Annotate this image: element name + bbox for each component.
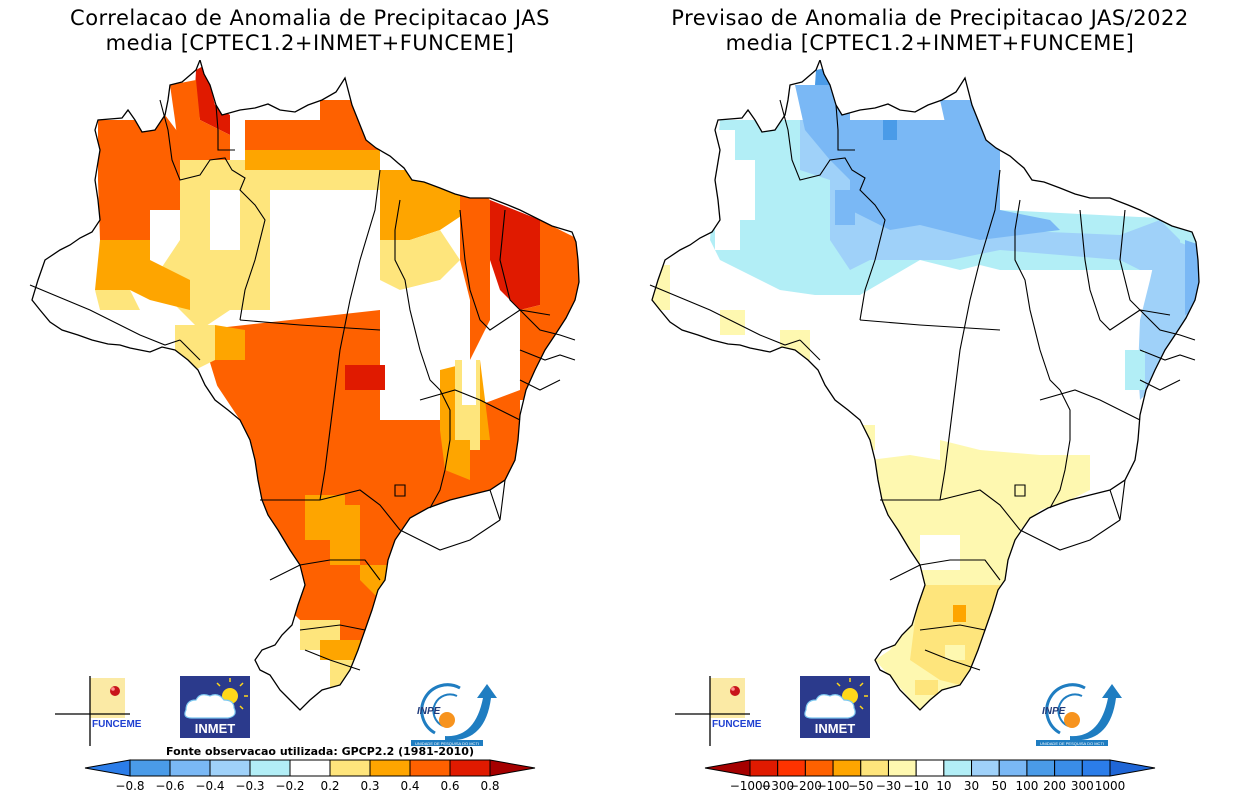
colorbar-tick-label: −0.8	[115, 779, 144, 793]
colorbar-tick-label: 50	[992, 779, 1007, 793]
correlation-colorbar: −0.8 −0.6 −0.4 −0.3 −0.2 0.2 0.3 0.4 0.6 0.8	[84, 759, 536, 793]
colorbar-swatch	[915, 759, 945, 777]
colorbar-swatch	[409, 759, 451, 777]
funceme-logo: FUNCEME	[55, 676, 145, 746]
colorbar-tick-label: −1000	[730, 779, 771, 793]
colorbar-swatch	[369, 759, 411, 777]
colorbar-tick-label: −0.4	[195, 779, 224, 793]
colorbar-swatch	[329, 759, 371, 777]
forecast-field	[652, 60, 1199, 710]
colorbar-tick-label: −300	[761, 779, 794, 793]
colorbar-tick-label: 300	[1071, 779, 1094, 793]
inpe-logo: INPE UNIDADE DE PESQUISA DO MCTI	[405, 678, 505, 748]
colorbar-swatch	[749, 759, 779, 777]
inmet-logo: INMET	[800, 676, 870, 738]
forecast-title-line1: Previsao de Anomalia de Precipitacao JAS…	[671, 6, 1189, 30]
colorbar-swatch	[998, 759, 1028, 777]
svg-text:FUNCEME: FUNCEME	[712, 719, 762, 730]
svg-text:UNIDADE DE PESQUISA DO MCTI: UNIDADE DE PESQUISA DO MCTI	[415, 741, 479, 746]
colorbar-tick-label: −50	[848, 779, 873, 793]
forecast-colorbar: −1000−300−200−100−50 −30 −10 10 30 50 100 200 30…	[704, 759, 1156, 793]
correlation-title-line2: media [CPTEC1.2+INMET+FUNCEME]	[105, 31, 515, 55]
colorbar-swatch	[777, 759, 806, 777]
colorbar-left-extension	[704, 759, 751, 777]
colorbar-left-extension	[84, 759, 131, 777]
correlation-map	[29, 60, 580, 711]
funceme-logo: FUNCEME	[675, 676, 765, 746]
colorbar-swatch	[1081, 759, 1111, 777]
colorbar-swatch	[1026, 759, 1056, 777]
correlation-panel: Correlacao de Anomalia de Precipitacao J…	[0, 6, 620, 793]
colorbar-tick-label: 0.4	[400, 779, 419, 793]
colorbar-tick-label: −30	[876, 779, 901, 793]
colorbar-swatch	[249, 759, 291, 777]
colorbar-tick-label: −10	[903, 779, 928, 793]
correlation-title-line1: Correlacao de Anomalia de Precipitacao J…	[70, 6, 550, 30]
svg-text:INMET: INMET	[815, 721, 856, 736]
colorbar-right-extension	[1109, 759, 1156, 777]
colorbar-swatch	[449, 759, 491, 777]
forecast-panel: Previsao de Anomalia de Precipitacao JAS…	[620, 0, 1240, 802]
inpe-logo: INPE UNIDADE DE PESQUISA DO MCTI	[1030, 678, 1130, 748]
colorbar-tick-label: −0.2	[275, 779, 304, 793]
colorbar-swatch	[860, 759, 889, 777]
colorbar-tick-label: 1000	[1095, 779, 1126, 793]
svg-text:INMET: INMET	[195, 721, 236, 736]
colorbar-tick-label: 100	[1015, 779, 1038, 793]
colorbar-swatch	[1054, 759, 1083, 777]
state-borders	[649, 99, 1196, 671]
colorbar-swatch	[887, 759, 917, 777]
colorbar-swatch	[943, 759, 973, 777]
svg-text:FUNCEME: FUNCEME	[92, 719, 142, 730]
colorbar-tick-label: −100	[817, 779, 850, 793]
forecast-title-line2: media [CPTEC1.2+INMET+FUNCEME]	[725, 31, 1135, 55]
colorbar-tick-label: 0.8	[480, 779, 499, 793]
colorbar-tick-label: 0.2	[320, 779, 339, 793]
colorbar-tick-label: 30	[964, 779, 979, 793]
colorbar-tick-label: −200	[789, 779, 822, 793]
state-borders	[29, 99, 576, 671]
colorbar-tick-label: −0.6	[155, 779, 184, 793]
colorbar-swatch	[832, 759, 862, 777]
forecast-map	[649, 60, 1200, 711]
colorbar-tick-label: −0.3	[235, 779, 264, 793]
colorbar-swatch	[209, 759, 251, 777]
colorbar-swatch	[289, 759, 331, 777]
colorbar-swatch	[169, 759, 211, 777]
colorbar-tick-label: 0.6	[440, 779, 459, 793]
colorbar-swatch	[804, 759, 834, 777]
colorbar-swatch	[129, 759, 171, 777]
inmet-logo: INMET	[180, 676, 250, 738]
source-note: Fonte observacao utilizada: GPCP2.2 (198…	[166, 745, 474, 758]
svg-text:UNIDADE DE PESQUISA DO MCTI: UNIDADE DE PESQUISA DO MCTI	[1040, 741, 1104, 746]
colorbar-swatch	[971, 759, 1000, 777]
correlation-field	[32, 60, 579, 710]
forecast-title: Previsao de Anomalia de Precipitacao JAS…	[620, 6, 1240, 56]
correlation-title: Correlacao de Anomalia de Precipitacao J…	[0, 6, 620, 56]
colorbar-right-extension	[489, 759, 536, 777]
svg-text:INPE: INPE	[417, 706, 441, 717]
colorbar-tick-label: 0.3	[360, 779, 379, 793]
colorbar-tick-label: 10	[936, 779, 951, 793]
colorbar-tick-label: 200	[1043, 779, 1066, 793]
svg-text:INPE: INPE	[1042, 706, 1066, 717]
